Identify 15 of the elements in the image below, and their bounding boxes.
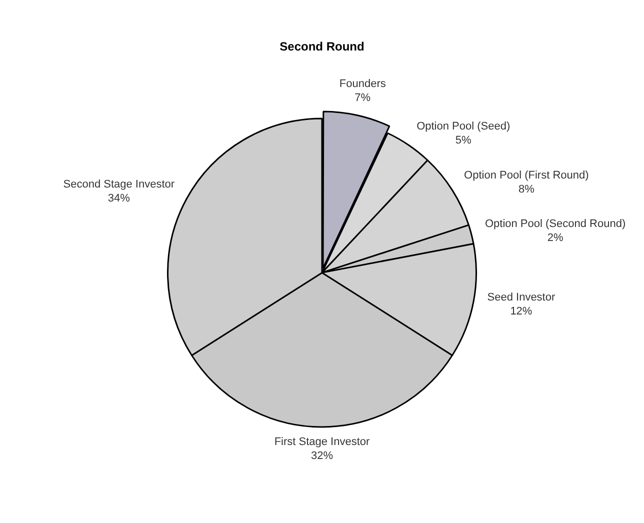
slice-label: Seed Investor [487,291,556,304]
slice-label: Founders [339,78,386,90]
slice-label: Option Pool (Second Round) [484,218,626,230]
slice-label: Option Pool (First Round) [464,170,589,182]
slice-label: Second Stage Investor [63,178,175,191]
data-label: 8% [518,184,535,196]
chart-title: Second Round [280,40,364,54]
data-label: 5% [455,134,472,147]
data-label: 34% [108,192,130,205]
data-label: 12% [510,305,532,318]
data-label: 7% [354,92,371,104]
slice-label: First Stage Investor [274,436,370,448]
data-label: 32% [310,450,334,462]
data-label: 2% [547,232,564,244]
slice-label: Option Pool (Seed) [416,120,510,133]
